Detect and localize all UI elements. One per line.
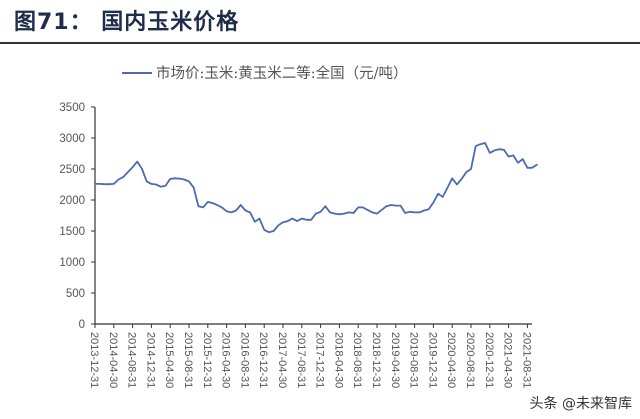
x-tick-label: 2020-04-30 (445, 332, 457, 388)
x-tick-label: 2016-04-30 (220, 332, 232, 388)
x-tick-label: 2017-04-30 (276, 332, 288, 388)
y-tick-label: 2500 (59, 164, 85, 176)
title-divider (0, 42, 640, 44)
x-tick-label: 2020-12-31 (483, 332, 495, 388)
watermark: 头条 @未来智库 (529, 396, 632, 412)
y-tick-label: 1500 (59, 226, 85, 238)
y-axis: 0 500 1000 1500 2000 2500 3000 3500 (59, 102, 96, 331)
y-tick-label: 0 (79, 319, 85, 331)
legend-label: 市场价:玉米:黄玉米二等:全国（元/吨） (156, 66, 408, 82)
x-tick-label: 2016-12-31 (257, 332, 269, 388)
price-line (94, 142, 538, 234)
x-tick-label: 2021-04-30 (502, 332, 514, 388)
x-tick-label: 2018-08-31 (351, 332, 363, 388)
y-tick-label: 500 (66, 288, 85, 300)
x-tick-label: 2021-08-31 (520, 332, 532, 388)
chart-legend: 市场价:玉米:黄玉米二等:全国（元/吨） (122, 62, 408, 83)
x-tick-label: 2015-04-30 (163, 332, 175, 388)
y-tick-label: 2000 (59, 195, 85, 207)
x-tick-label: 2017-12-31 (314, 332, 326, 388)
x-tick-label: 2016-08-31 (238, 332, 250, 388)
x-tick-label: 2017-08-31 (295, 332, 307, 388)
y-tick-label: 3500 (59, 102, 85, 114)
x-tick-label: 2019-12-31 (426, 332, 438, 388)
x-tick-label: 2018-04-30 (332, 332, 344, 388)
x-axis: 2013-12-31 2014-04-30 2014-08-31 2014-12-31… (88, 323, 532, 388)
x-tick-label: 2014-04-30 (107, 332, 119, 388)
x-tick-label: 2014-12-31 (144, 332, 156, 388)
x-tick-label: 2019-08-31 (408, 332, 420, 388)
legend-line-swatch (122, 71, 152, 74)
y-tick-label: 3000 (59, 133, 85, 145)
x-tick-label: 2019-04-30 (389, 332, 401, 388)
x-tick-label: 2014-08-31 (126, 332, 138, 388)
figure-title: 图71： 国内玉米价格 (14, 10, 240, 35)
x-tick-label: 2013-12-31 (88, 332, 100, 388)
x-tick-label: 2015-12-31 (201, 332, 213, 388)
x-tick-label: 2018-12-31 (370, 332, 382, 388)
x-tick-label: 2020-08-31 (464, 332, 476, 388)
x-tick-label: 2015-08-31 (182, 332, 194, 388)
y-tick-label: 1000 (59, 257, 85, 269)
